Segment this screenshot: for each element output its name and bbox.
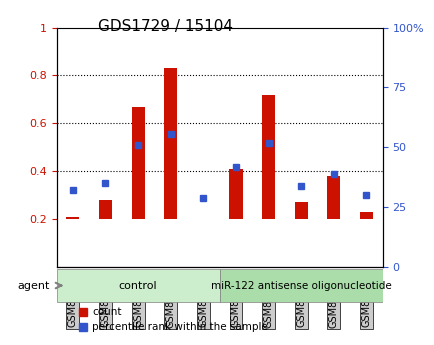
Text: count: count bbox=[92, 307, 122, 317]
Bar bbox=[99, 200, 112, 219]
Bar bbox=[164, 68, 177, 219]
Bar bbox=[229, 169, 242, 219]
Text: agent: agent bbox=[18, 280, 50, 290]
Bar bbox=[261, 95, 275, 219]
Text: control: control bbox=[118, 280, 157, 290]
Text: GDS1729 / 15104: GDS1729 / 15104 bbox=[98, 19, 232, 34]
Text: miR-122 antisense oligonucleotide: miR-122 antisense oligonucleotide bbox=[210, 280, 391, 290]
Bar bbox=[359, 212, 372, 219]
Bar bbox=[326, 176, 339, 219]
FancyBboxPatch shape bbox=[219, 269, 382, 302]
Bar bbox=[66, 217, 79, 219]
Bar bbox=[294, 203, 307, 219]
FancyBboxPatch shape bbox=[56, 269, 219, 302]
Text: percentile rank within the sample: percentile rank within the sample bbox=[92, 322, 268, 332]
Bar bbox=[131, 107, 144, 219]
